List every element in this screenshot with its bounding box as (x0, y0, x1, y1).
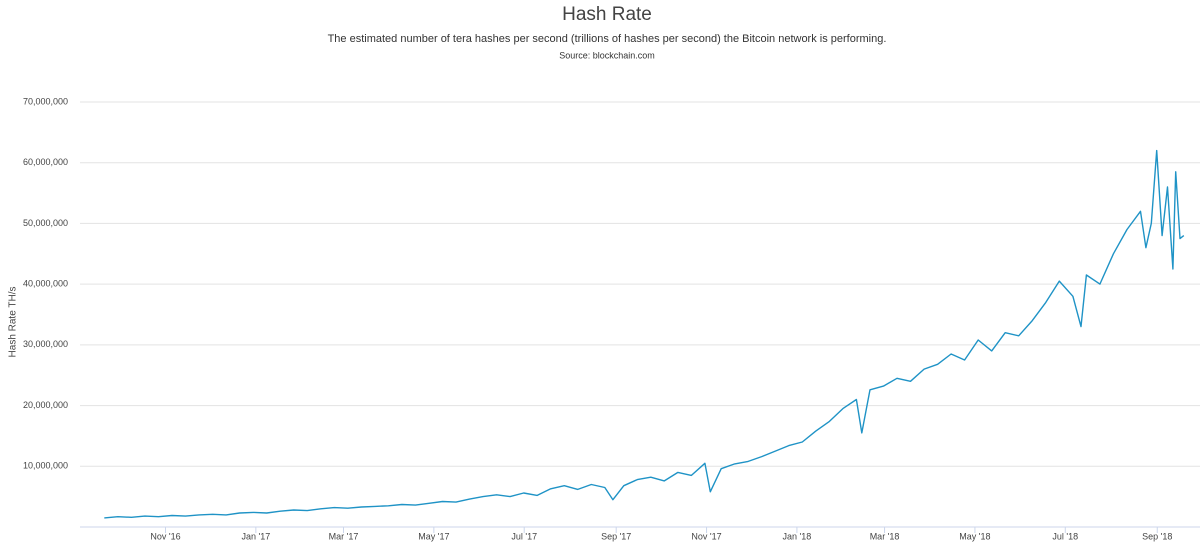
x-tick-label: May '17 (418, 531, 449, 541)
y-axis-label: Hash Rate TH/s (8, 287, 19, 358)
y-tick-label: 20,000,000 (23, 400, 68, 410)
x-tick-label: Mar '18 (870, 531, 900, 541)
chart-source: Source: blockchain.com (559, 50, 655, 60)
chart-title: Hash Rate (562, 4, 652, 25)
y-tick-label: 30,000,000 (23, 339, 68, 349)
x-tick-label: Nov '17 (691, 531, 721, 541)
x-tick-label: Mar '17 (329, 531, 359, 541)
y-tick-label: 70,000,000 (23, 96, 68, 106)
x-tick-label: Sep '17 (601, 531, 631, 541)
x-tick-label: Jul '18 (1052, 531, 1078, 541)
chart-subtitle: The estimated number of tera hashes per … (328, 33, 887, 45)
x-tick-label: Nov '16 (150, 531, 180, 541)
y-tick-label: 50,000,000 (23, 218, 68, 228)
y-tick-label: 40,000,000 (23, 279, 68, 289)
x-tick-label: May '18 (959, 531, 990, 541)
y-tick-label: 60,000,000 (23, 157, 68, 167)
y-tick-label: 10,000,000 (23, 461, 68, 471)
x-tick-label: Jan '17 (241, 531, 270, 541)
x-tick-label: Jul '17 (511, 531, 537, 541)
x-tick-label: Sep '18 (1142, 531, 1172, 541)
data-line (104, 149, 1185, 519)
x-tick-label: Jan '18 (783, 531, 812, 541)
